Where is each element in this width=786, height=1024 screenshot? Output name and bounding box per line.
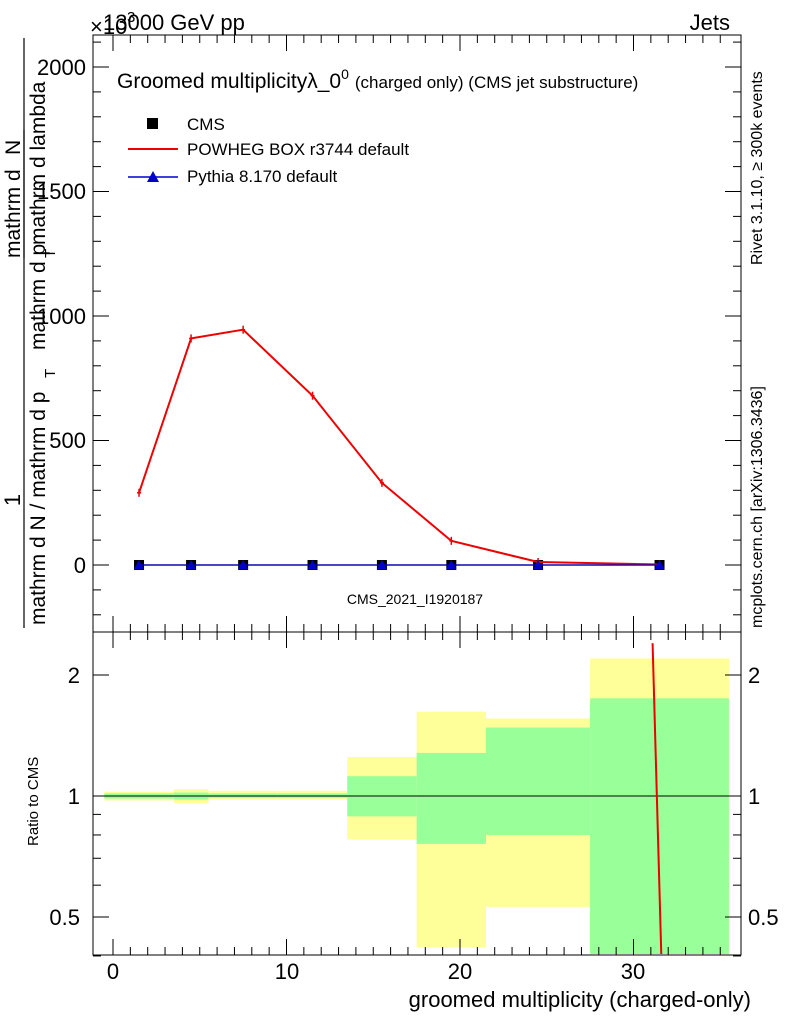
main-y-ticks: 0 500 1000 1500 2000 bbox=[37, 55, 86, 578]
pythia-point bbox=[654, 560, 665, 569]
exponent-value: 3 bbox=[127, 9, 135, 26]
xtick-10: 10 bbox=[275, 959, 299, 984]
ratio-ytick-left-1: 1 bbox=[68, 784, 80, 809]
ratio-tick-marks bbox=[93, 632, 741, 957]
ratio-ytick-left-0.5: 0.5 bbox=[49, 905, 80, 930]
category-label: Jets bbox=[690, 10, 730, 35]
pythia-point bbox=[238, 560, 249, 569]
main-title: Groomed multiplicityλ_00 (charged only) (… bbox=[117, 66, 638, 93]
pythia-point bbox=[446, 560, 457, 569]
ratio-plot-frame bbox=[92, 631, 742, 956]
main-ytick-0: 0 bbox=[74, 553, 86, 578]
title-suffix: (charged only) (CMS jet substructure) bbox=[355, 73, 638, 92]
x-axis-label: groomed multiplicity (charged-only) bbox=[409, 987, 751, 1012]
legend-pythia-label: Pythia 8.170 default bbox=[187, 167, 338, 186]
watermark: CMS_2021_I1920187 bbox=[347, 591, 483, 607]
rivet-label: Rivet 3.1.10, ≥ 300k events bbox=[749, 71, 766, 265]
main-ytick-2000: 2000 bbox=[37, 55, 86, 80]
pythia-point bbox=[134, 560, 145, 569]
ratio-y-ticks-right: 0.5 1 2 bbox=[748, 663, 779, 930]
ratio-ytick-right-0.5: 0.5 bbox=[748, 905, 779, 930]
pythia-point bbox=[376, 560, 387, 569]
title-sup: 0 bbox=[341, 66, 349, 82]
ratio-band-green bbox=[486, 727, 591, 835]
legend-powheg-label: POWHEG BOX r3744 default bbox=[187, 140, 409, 159]
main-ytick-1500: 1500 bbox=[37, 179, 86, 204]
title-main: Groomed multiplicity bbox=[117, 70, 308, 93]
pythia-point bbox=[533, 560, 544, 569]
ylabel-denominator-sub: T bbox=[42, 369, 59, 378]
legend-cms-marker bbox=[147, 118, 158, 129]
ratio-ytick-right-1: 1 bbox=[748, 784, 760, 809]
main-tick-marks bbox=[93, 35, 741, 632]
ratio-y-ticks-left: 0.5 1 2 bbox=[49, 663, 80, 930]
xtick-20: 20 bbox=[448, 959, 472, 984]
series-line-1 bbox=[138, 328, 660, 566]
main-ytick-500: 500 bbox=[49, 428, 86, 453]
ratio-x-ticks: 0 10 20 30 bbox=[107, 959, 645, 984]
legend: CMS POWHEG BOX r3744 default Pythia 8.17… bbox=[128, 115, 409, 186]
ratio-series-layer bbox=[651, 643, 663, 955]
pythia-point bbox=[307, 560, 318, 569]
title-lambda: λ_0 bbox=[307, 70, 341, 93]
energy-label: 13000 GeV pp bbox=[103, 10, 245, 35]
ylabel-numerator-n: N bbox=[2, 140, 25, 155]
ratio-ytick-left-2: 2 bbox=[68, 663, 80, 688]
ylabel-numerator-d: mathrm d bbox=[2, 169, 25, 258]
ylabel-numerator-denom-suffix: mathrm d lambda bbox=[27, 81, 50, 245]
ratio-bands-layer bbox=[104, 658, 729, 954]
pythia-point bbox=[186, 560, 197, 569]
legend-cms-label: CMS bbox=[187, 115, 225, 134]
xtick-30: 30 bbox=[621, 959, 645, 984]
legend-pythia-marker bbox=[147, 171, 159, 182]
ylabel-numerator-denom-sub: T bbox=[42, 249, 59, 258]
ratio-y-label: Ratio to CMS bbox=[25, 757, 42, 846]
ratio-ytick-right-2: 2 bbox=[748, 663, 760, 688]
main-ytick-1000: 1000 bbox=[37, 304, 86, 329]
xtick-0: 0 bbox=[107, 959, 119, 984]
ratio-powheg-line bbox=[651, 643, 663, 955]
ylabel-numerator-denom: mathrm d p bbox=[27, 244, 50, 350]
ylabel-one: 1 bbox=[0, 494, 25, 506]
main-series-layer bbox=[134, 325, 665, 570]
ratio-band-green bbox=[416, 752, 487, 844]
ylabel-denominator: mathrm d N / mathrm d p bbox=[27, 392, 50, 625]
mcplots-label: mcplots.cern.ch [arXiv:1306.3436] bbox=[749, 386, 766, 628]
main-y-label: 1 mathrm d N mathrm d p T mathrm d lambd… bbox=[0, 38, 59, 628]
